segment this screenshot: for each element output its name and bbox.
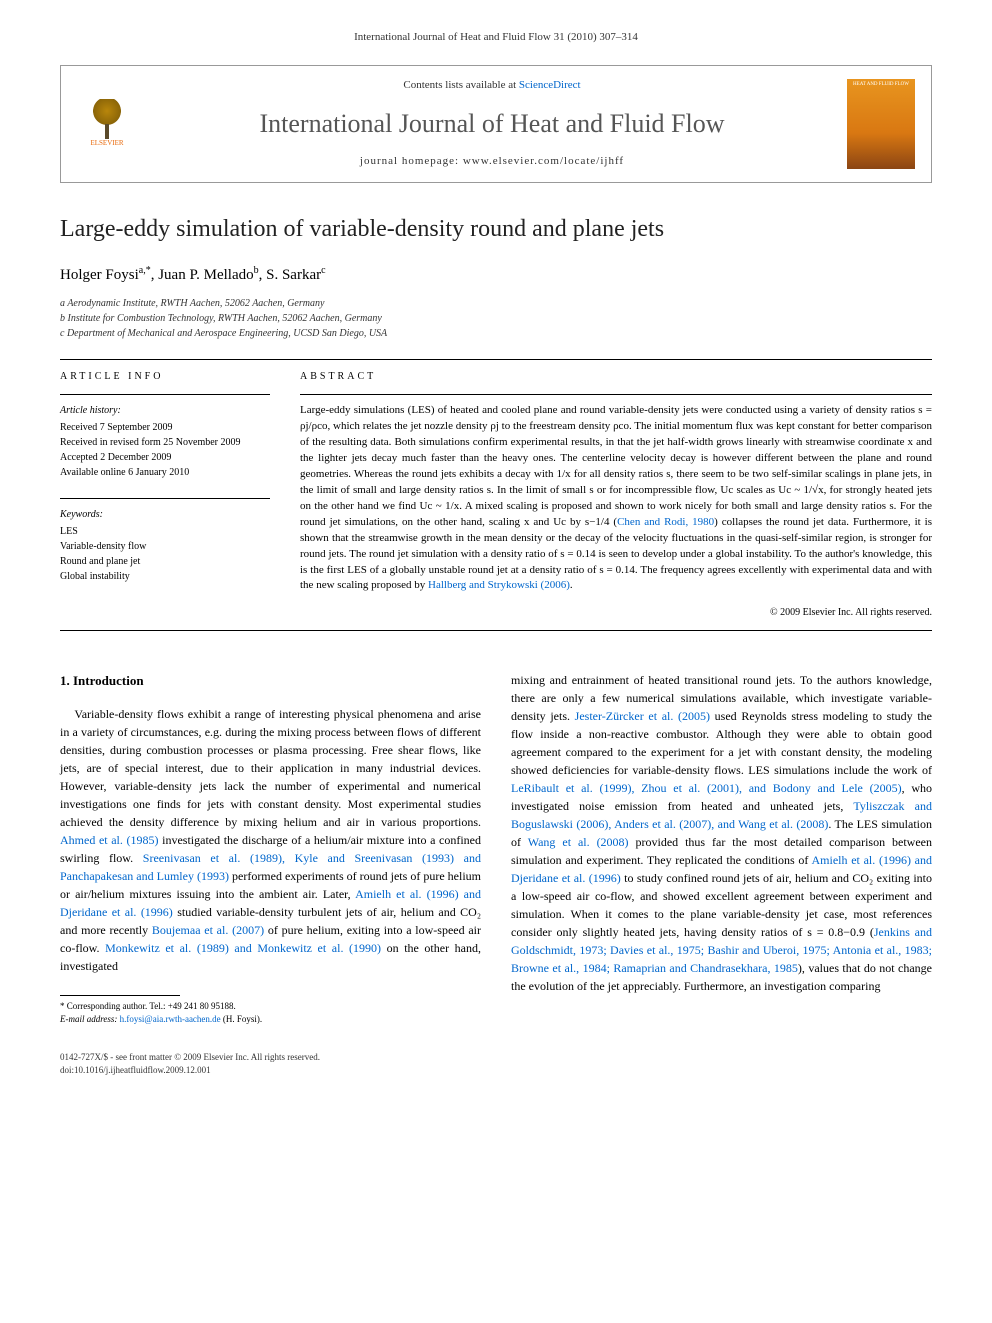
c2-ref-1[interactable]: Jester-Zürcker et al. (2005) (575, 709, 710, 723)
homepage-prefix: journal homepage: (360, 155, 463, 167)
footnote-separator (60, 995, 180, 996)
footnotes: * Corresponding author. Tel.: +49 241 80… (60, 1000, 481, 1025)
author-1-sup: a,* (139, 265, 151, 276)
keyword-1: LES (60, 524, 270, 539)
keyword-2: Variable-density flow (60, 539, 270, 554)
author-3-sup: c (321, 265, 325, 276)
affiliation-c: c Department of Mechanical and Aerospace… (60, 326, 932, 341)
p1-ref-1[interactable]: Ahmed et al. (1985) (60, 833, 159, 847)
history-received: Received 7 September 2009 (60, 420, 270, 435)
running-head: International Journal of Heat and Fluid … (0, 0, 992, 55)
abstract-segment-3: . (570, 579, 573, 591)
abstract-column: ABSTRACT Large-eddy simulations (LES) of… (300, 370, 932, 620)
article-title: Large-eddy simulation of variable-densit… (60, 213, 932, 247)
abstract-heading: ABSTRACT (300, 370, 932, 384)
footer-doi: doi:10.1016/j.ijheatfluidflow.2009.12.00… (60, 1064, 932, 1077)
body-two-column: 1. Introduction Variable-density flows e… (0, 641, 992, 1045)
article-info-column: ARTICLE INFO Article history: Received 7… (60, 370, 270, 620)
article-history-block: Article history: Received 7 September 20… (60, 403, 270, 480)
cover-thumb-title: HEAT AND FLUID FLOW (850, 82, 912, 88)
history-online: Available online 6 January 2010 (60, 465, 270, 480)
keywords-label: Keywords: (60, 507, 270, 522)
info-rule-2 (60, 498, 270, 499)
history-label: Article history: (60, 403, 270, 418)
footer-copyright: 0142-727X/$ - see front matter © 2009 El… (60, 1051, 932, 1064)
p1-seg-a: Variable-density flows exhibit a range o… (60, 707, 481, 829)
elsevier-logo: ELSEVIER (77, 89, 137, 159)
email-suffix: (H. Foysi). (221, 1014, 263, 1024)
abstract-copyright: © 2009 Elsevier Inc. All rights reserved… (300, 606, 932, 620)
p1-ref-4[interactable]: Boujemaa et al. (2007) (152, 923, 264, 937)
affiliation-a: a Aerodynamic Institute, RWTH Aachen, 52… (60, 296, 932, 311)
divider-top (60, 359, 932, 360)
p1-ref-5[interactable]: Monkewitz et al. (1989) and Monkewitz et… (105, 941, 381, 955)
history-accepted: Accepted 2 December 2009 (60, 450, 270, 465)
abstract-rule (300, 394, 932, 395)
keywords-block: Keywords: LES Variable-density flow Roun… (60, 507, 270, 584)
divider-bottom (60, 630, 932, 631)
info-abstract-row: ARTICLE INFO Article history: Received 7… (0, 370, 992, 620)
journal-homepage-line: journal homepage: www.elsevier.com/locat… (137, 154, 847, 169)
journal-cover-thumbnail: HEAT AND FLUID FLOW (847, 79, 915, 169)
affiliation-b: b Institute for Combustion Technology, R… (60, 311, 932, 326)
email-address[interactable]: h.foysi@aia.rwth-aachen.de (120, 1014, 221, 1024)
publisher-label: ELSEVIER (90, 139, 123, 149)
keyword-3: Round and plane jet (60, 554, 270, 569)
author-list: Holger Foysia,*, Juan P. Melladob, S. Sa… (60, 264, 932, 286)
abstract-ref-2[interactable]: Hallberg and Strykowski (2006) (428, 579, 570, 591)
author-3: , S. Sarkar (259, 267, 322, 283)
c2-ref-2[interactable]: LeRibault et al. (1999), Zhou et al. (20… (511, 781, 902, 795)
corresponding-author: * Corresponding author. Tel.: +49 241 80… (60, 1000, 481, 1013)
author-1: Holger Foysi (60, 267, 139, 283)
journal-name: International Journal of Heat and Fluid … (137, 106, 847, 142)
contents-available-line: Contents lists available at ScienceDirec… (137, 78, 847, 93)
email-label: E-mail address: (60, 1014, 120, 1024)
contents-prefix: Contents lists available at (403, 79, 518, 91)
page-footer: 0142-727X/$ - see front matter © 2009 El… (0, 1045, 992, 1096)
history-revised: Received in revised form 25 November 200… (60, 435, 270, 450)
affiliations: a Aerodynamic Institute, RWTH Aachen, 52… (60, 296, 932, 341)
abstract-text: Large-eddy simulations (LES) of heated a… (300, 403, 932, 594)
intro-paragraph: Variable-density flows exhibit a range o… (60, 705, 481, 975)
abstract-ref-1[interactable]: Chen and Rodi, 1980 (617, 516, 714, 528)
journal-center-block: Contents lists available at ScienceDirec… (137, 78, 847, 169)
body-column-left: 1. Introduction Variable-density flows e… (60, 671, 481, 1025)
intro-paragraph-cont: mixing and entrainment of heated transit… (511, 671, 932, 995)
author-2: , Juan P. Mellado (151, 267, 254, 283)
elsevier-tree-icon (87, 99, 127, 139)
keyword-4: Global instability (60, 569, 270, 584)
c2-ref-4[interactable]: Wang et al. (2008) (528, 835, 629, 849)
section-1-heading: 1. Introduction (60, 671, 481, 691)
homepage-url[interactable]: www.elsevier.com/locate/ijhff (463, 155, 624, 167)
info-rule (60, 394, 270, 395)
article-header: Large-eddy simulation of variable-densit… (0, 213, 992, 342)
article-info-heading: ARTICLE INFO (60, 370, 270, 384)
body-column-right: mixing and entrainment of heated transit… (511, 671, 932, 1025)
sciencedirect-link[interactable]: ScienceDirect (519, 79, 581, 91)
journal-masthead: ELSEVIER Contents lists available at Sci… (60, 65, 932, 182)
email-line: E-mail address: h.foysi@aia.rwth-aachen.… (60, 1013, 481, 1026)
abstract-segment-1: Large-eddy simulations (LES) of heated a… (300, 404, 932, 528)
